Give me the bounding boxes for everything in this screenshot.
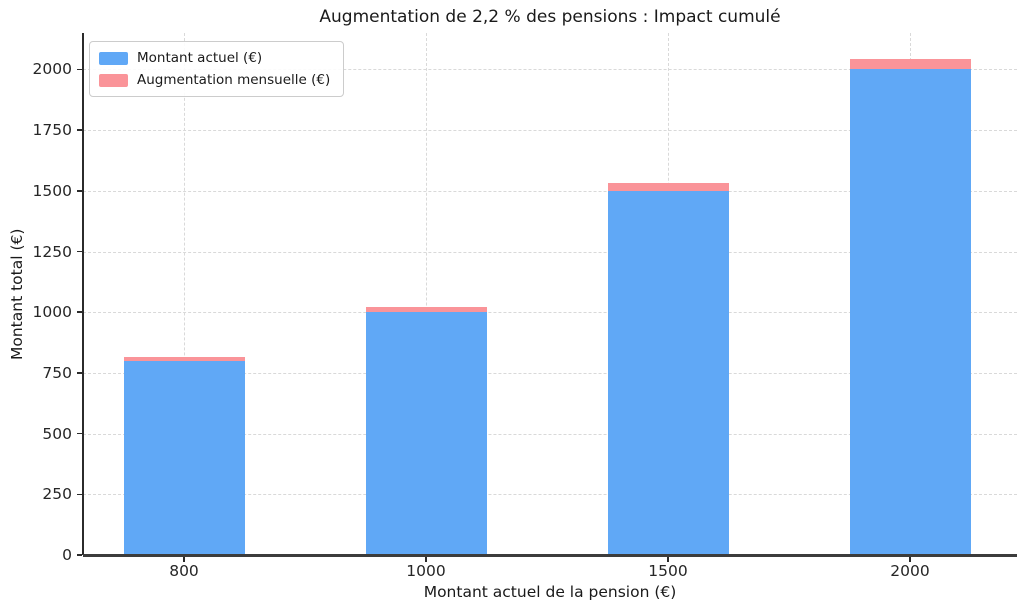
bar-segment-increase (607, 182, 729, 191)
legend-swatch (99, 73, 128, 87)
legend-label: Augmentation mensuelle (€) (137, 72, 331, 88)
x-tick-mark (425, 556, 427, 562)
x-tick-label: 1500 (648, 562, 688, 580)
y-tick-mark (77, 68, 82, 71)
x-tick-label: 800 (169, 562, 199, 580)
y-tick-label: 0 (62, 546, 72, 564)
gridline-horizontal (83, 190, 1017, 192)
x-axis-label: Montant actuel de la pension (€) (423, 583, 677, 601)
gridline-horizontal (83, 130, 1017, 132)
plot-area: Montant actuel (€) Augmentation mensuelle… (83, 33, 1017, 555)
y-tick-label: 2000 (32, 60, 72, 79)
x-axis-spine (83, 554, 1017, 557)
bar-segment-increase (365, 306, 487, 313)
y-tick-label: 1000 (32, 303, 72, 322)
y-tick-mark (77, 250, 82, 253)
bar-segment-base (849, 69, 971, 555)
x-tick-mark (183, 556, 185, 562)
bar-segment-base (123, 360, 245, 555)
bar-segment-base (607, 190, 729, 555)
gridline-horizontal (83, 69, 1017, 71)
y-tick-mark (77, 372, 82, 374)
gridline-vertical (426, 33, 427, 555)
legend-item: Augmentation mensuelle (€) (99, 72, 330, 88)
gridline-horizontal (83, 494, 1017, 496)
y-tick-label: 1500 (32, 181, 72, 200)
legend-swatch (99, 51, 128, 65)
x-tick-label: 2000 (890, 562, 930, 580)
bar-segment-increase (123, 356, 245, 361)
y-tick-label: 1750 (32, 121, 72, 140)
y-tick-label: 500 (42, 424, 72, 443)
y-tick-label: 250 (42, 485, 72, 504)
bar-segment-base (365, 312, 487, 555)
y-tick-mark (77, 129, 82, 131)
legend: Montant actuel (€) Augmentation mensuelle… (89, 41, 345, 97)
legend-label: Montant actuel (€) (137, 50, 263, 66)
gridline-horizontal (83, 372, 1017, 374)
y-tick-label: 750 (42, 363, 72, 382)
y-tick-label: 1250 (32, 242, 72, 261)
x-tick-label: 1000 (406, 562, 446, 580)
y-tick-mark (77, 432, 82, 435)
y-axis-label: Montant total (€) (8, 228, 26, 360)
y-tick-mark (77, 311, 82, 313)
legend-item: Montant actuel (€) (99, 50, 330, 66)
y-tick-mark (77, 493, 82, 496)
gridline-horizontal (83, 312, 1017, 314)
gridline-vertical (184, 33, 185, 555)
x-tick-mark (909, 556, 911, 562)
x-tick-mark (667, 556, 669, 562)
gridline-horizontal (83, 251, 1017, 253)
y-tick-mark (77, 190, 82, 192)
chart-title: Augmentation de 2,2 % des pensions : Imp… (319, 7, 781, 27)
y-tick-mark (77, 554, 82, 556)
bar-segment-increase (849, 58, 971, 70)
y-axis-spine (82, 33, 84, 555)
gridline-horizontal (83, 433, 1017, 435)
